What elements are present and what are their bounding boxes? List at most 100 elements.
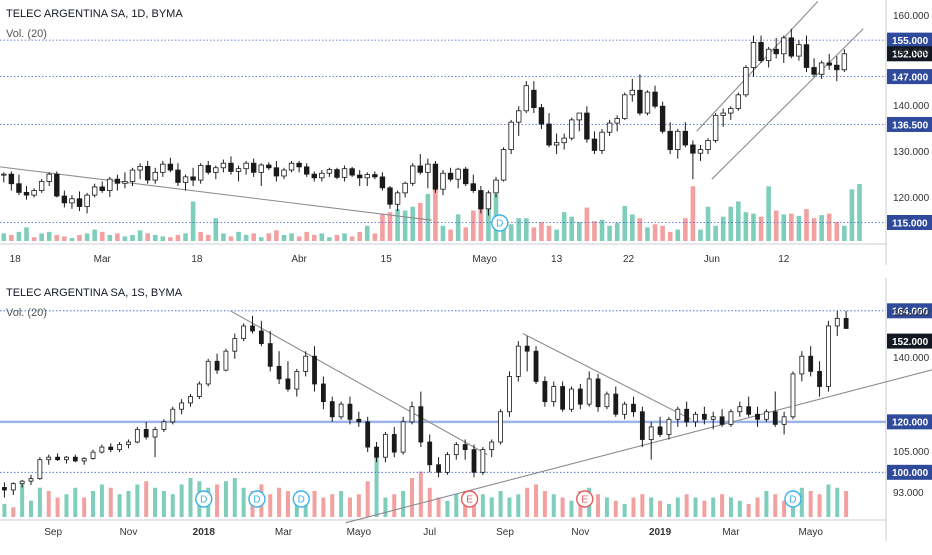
volume-bar: [516, 218, 522, 241]
candle-body: [267, 343, 273, 367]
candle-body: [453, 444, 459, 456]
volume-bar: [417, 203, 423, 241]
candle-body: [772, 411, 778, 425]
dividend-event-marker[interactable]: [292, 490, 310, 508]
trendline[interactable]: [345, 359, 932, 524]
price-tick-label: 130.000: [893, 147, 930, 158]
candle-body: [213, 167, 219, 173]
time-tick-label: Jun: [704, 254, 720, 265]
volume-bar: [342, 233, 347, 241]
candle-body: [811, 67, 817, 75]
volume-bar: [525, 487, 530, 517]
candle-body: [639, 411, 645, 440]
volume-bar: [433, 186, 438, 241]
volume-bar: [758, 216, 764, 241]
daily-chart-panel[interactable]: 155.000 152.000 147.000 136.500 115.000 160.0…: [0, 0, 932, 268]
volume-bar: [409, 478, 414, 517]
candle-body: [524, 345, 530, 352]
trendline[interactable]: [522, 333, 692, 420]
volume-bar: [137, 230, 143, 241]
volume-bar: [294, 497, 299, 517]
price-scale[interactable]: [886, 278, 932, 550]
earnings-event-marker[interactable]: [576, 490, 594, 508]
candle-body: [697, 149, 704, 154]
volume-bar: [690, 186, 696, 241]
level-badge: [887, 333, 932, 349]
candle-body: [447, 172, 454, 180]
price-tick-label: 93.000: [893, 488, 924, 499]
candle-body: [834, 317, 840, 327]
candle-body: [10, 483, 16, 491]
volume-bar: [281, 234, 287, 241]
candle-body: [311, 173, 317, 179]
volume-bar: [560, 497, 565, 517]
candle-body: [508, 121, 514, 150]
volume-bar: [478, 203, 484, 241]
candle-body: [182, 176, 189, 183]
earnings-event-marker[interactable]: [460, 490, 479, 508]
time-tick-label: 22: [623, 254, 635, 265]
candle-body: [440, 172, 446, 190]
volume-bar: [507, 497, 512, 517]
candle-body: [644, 91, 651, 114]
candle-body: [523, 85, 529, 112]
trendline[interactable]: [230, 310, 488, 456]
candle-body: [743, 67, 749, 96]
candle-body: [126, 441, 131, 445]
dividend-event-marker[interactable]: [248, 490, 266, 508]
volume-bar: [153, 487, 158, 517]
volume-bar: [243, 234, 249, 241]
dividend-event-marker[interactable]: [784, 490, 802, 508]
candle-body: [425, 163, 431, 173]
candle-body: [613, 393, 619, 415]
candle-body: [720, 112, 726, 116]
candle-body: [637, 89, 643, 114]
level-label: 120.000: [892, 418, 929, 429]
candle-body: [114, 178, 121, 184]
candle-body: [803, 44, 810, 68]
candle-body: [99, 446, 105, 453]
volume-bar: [77, 234, 82, 241]
volume-bar: [819, 215, 824, 241]
volume-bar: [811, 218, 817, 241]
volume-bar: [743, 212, 749, 241]
candle-body: [728, 411, 734, 425]
volume-bar: [179, 484, 184, 517]
volume-bar: [356, 494, 361, 517]
candle-body: [445, 454, 450, 473]
candle-body: [235, 168, 242, 172]
trendline[interactable]: [0, 166, 432, 221]
weekly-chart-panel[interactable]: 164.000 152.000 120.000 100.000 180.000 140.0…: [0, 278, 932, 550]
volume-bar: [349, 236, 355, 241]
candle-body: [349, 168, 355, 176]
volume-bar: [472, 497, 477, 517]
price-tick-label: 180.000: [893, 308, 930, 319]
dividend-event-letter: D: [496, 219, 503, 230]
volume-bar: [773, 210, 779, 241]
candle-body: [152, 429, 158, 438]
candle-body: [701, 413, 707, 420]
candle-body: [347, 403, 353, 420]
volume-bar: [448, 229, 453, 241]
volume-bar: [215, 484, 220, 517]
trendline[interactable]: [696, 0, 819, 132]
candle-body: [684, 408, 690, 423]
candle-body: [179, 402, 185, 410]
time-tick-label: Mayo: [347, 527, 372, 538]
candle-body: [538, 107, 545, 125]
price-tick-label: 120.000: [893, 193, 930, 204]
candle-body: [372, 174, 378, 178]
trendline[interactable]: [711, 28, 864, 180]
volume-bar: [604, 497, 609, 517]
candle-body: [584, 112, 590, 140]
volume-bar: [436, 497, 441, 517]
candle-body: [338, 403, 344, 418]
dividend-event-marker[interactable]: [195, 490, 213, 508]
dividend-event-marker[interactable]: [491, 214, 509, 232]
time-tick-label: Mar: [275, 527, 293, 538]
candle-body: [690, 144, 696, 154]
level-label: 147.000: [892, 72, 929, 83]
volume-bar: [145, 233, 150, 241]
volume-bar: [190, 201, 196, 241]
candle-body: [143, 429, 149, 438]
